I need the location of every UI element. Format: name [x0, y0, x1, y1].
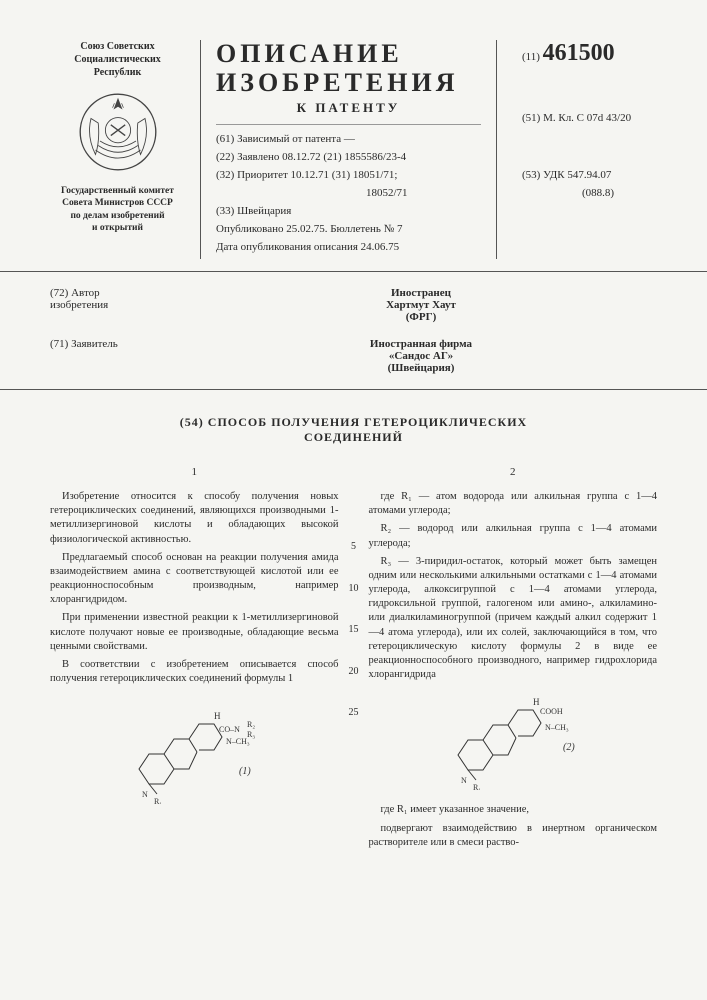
col2-p2: R₂ — водород или алкильная группа с 1—4 …	[369, 522, 658, 550]
field-pub: Опубликовано 25.02.75. Бюллетень № 7	[216, 223, 481, 235]
svg-text:N–CH₃: N–CH₃	[545, 723, 569, 732]
svg-text:R₂: R₂	[247, 720, 255, 729]
col1-p3: При применении известной реакции к 1-мет…	[50, 611, 339, 654]
col2-p4: где R₁ имеет указанное значение,	[369, 803, 658, 817]
field-22: (22) Заявлено 08.12.72 (21) 1855586/23-4	[216, 151, 481, 163]
doc-subtitle: К ПАТЕНТУ	[216, 100, 481, 116]
ln-20: 20	[344, 665, 364, 679]
column-2: 2 где R₁ — атом водорода или алкильная г…	[369, 465, 658, 854]
field-61: (61) Зависимый от патента —	[216, 133, 481, 145]
col2-p5: подвергают взаимодействию в инертном орг…	[369, 822, 658, 850]
union-label: Союз Советских Социалистических Республи…	[50, 40, 185, 79]
doc-title-1: ОПИСАНИЕ	[216, 40, 481, 69]
divider-1	[0, 271, 707, 272]
ln-25: 25	[344, 706, 364, 720]
col1-number: 1	[50, 465, 339, 480]
left-header-column: Союз Советских Социалистических Республи…	[50, 40, 185, 259]
svg-text:H: H	[533, 697, 540, 707]
body-columns: 1 Изобретение относится к способу получе…	[50, 465, 657, 854]
col1-p1: Изобретение относится к способу получени…	[50, 490, 339, 547]
pub-label: (11)	[522, 51, 540, 63]
publication-number: 461500	[543, 40, 615, 66]
col1-p2: Предлагаемый способ основан на реакции п…	[50, 551, 339, 608]
ln-10: 10	[344, 582, 364, 596]
svg-text:CO–N: CO–N	[219, 725, 240, 734]
right-header-column: (11) 461500 (51) М. Кл. C 07d 43/20 (53)…	[512, 40, 657, 259]
chemical-structure-1: H CO–N R₂ R₃ N–CH₃ N R₁ (1)	[50, 694, 339, 809]
svg-text:N: N	[461, 776, 467, 785]
field-53b: (088.8)	[522, 187, 657, 199]
field-53: (53) УДК 547.94.07	[522, 169, 657, 181]
svg-text:N–CH₃: N–CH₃	[226, 737, 250, 746]
invention-title: (54) СПОСОБ ПОЛУЧЕНИЯ ГЕТЕРОЦИКЛИЧЕСКИХ …	[50, 415, 657, 445]
label-71: (71) Заявитель	[50, 338, 185, 374]
column-1: 1 Изобретение относится к способу получе…	[50, 465, 339, 854]
applicant-section: (71) Заявитель Иностранная фирма «Сандос…	[50, 338, 657, 374]
author-section: (72) Автор изобретения Иностранец Хартму…	[50, 287, 657, 323]
svg-text:N: N	[142, 790, 148, 799]
doc-title-2: ИЗОБРЕТЕНИЯ	[216, 69, 481, 98]
field-32b: 18052/71	[216, 187, 481, 199]
col2-p1: где R₁ — атом водорода или алкильная гру…	[369, 490, 658, 518]
field-33: (33) Швейцария	[216, 205, 481, 217]
svg-text:R₁: R₁	[154, 797, 162, 804]
field-32: (32) Приоритет 10.12.71 (31) 18051/71;	[216, 169, 481, 181]
col2-p3: R₃ — 3-пиридил-остаток, который может бы…	[369, 555, 658, 683]
col1-p4: В соответствии с изобретением описываетс…	[50, 658, 339, 686]
svg-text:(2): (2)	[563, 742, 575, 753]
patent-page: Союз Советских Социалистических Республи…	[0, 0, 707, 1000]
header-section: Союз Советских Социалистических Республи…	[50, 40, 657, 259]
ln-5: 5	[344, 540, 364, 554]
state-emblem	[73, 87, 163, 177]
line-number-gutter: 5 10 15 20 25	[344, 540, 364, 720]
committee-label: Государственный комитет Совета Министров…	[50, 185, 185, 234]
applicant-name: Иностранная фирма «Сандос АГ» (Швейцария…	[185, 338, 657, 374]
svg-text:(1): (1)	[239, 766, 251, 777]
author-name: Иностранец Хартмут Хаут (ФРГ)	[185, 287, 657, 323]
mid-header-column: ОПИСАНИЕ ИЗОБРЕТЕНИЯ К ПАТЕНТУ (61) Зави…	[200, 40, 497, 259]
svg-text:R₁: R₁	[473, 783, 481, 790]
field-date: Дата опубликования описания 24.06.75	[216, 241, 481, 253]
divider-2	[0, 389, 707, 390]
svg-text:H: H	[214, 711, 221, 721]
chemical-structure-2: H COOH N–CH₃ N R₁ (2)	[369, 690, 658, 795]
label-72: (72) Автор изобретения	[50, 287, 185, 323]
ln-15: 15	[344, 623, 364, 637]
field-51: (51) М. Кл. C 07d 43/20	[522, 112, 657, 124]
col2-number: 2	[369, 465, 658, 480]
svg-text:COOH: COOH	[540, 707, 563, 716]
